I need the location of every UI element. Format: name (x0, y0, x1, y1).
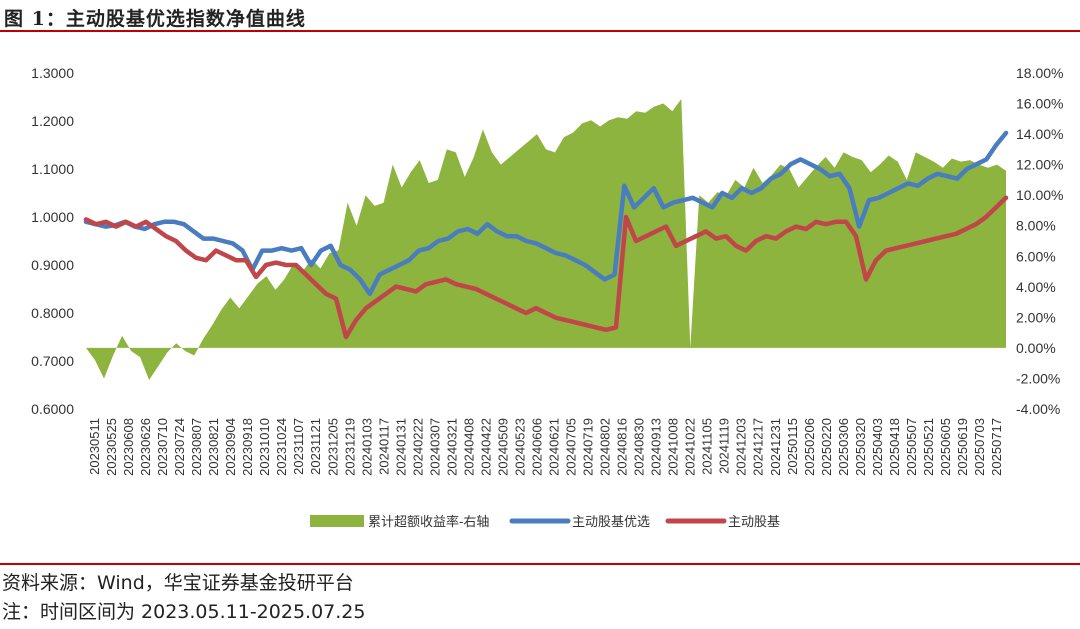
x-tick-label: 20250403 (870, 418, 885, 476)
x-tick-label: 20250619 (955, 418, 970, 476)
line-series-layer (83, 130, 1009, 340)
x-tick-label: 20230821 (206, 418, 221, 476)
legend-label: 主动股基 (728, 514, 780, 529)
x-tick-label: 20241231 (768, 418, 783, 476)
x-tick-label: 20240719 (581, 418, 596, 476)
x-tick-label: 20250320 (853, 418, 868, 476)
x-tick-label: 20240830 (632, 418, 647, 476)
right-tick-label: 4.00% (1016, 279, 1056, 295)
legend-label: 累计超额收益率-右轴 (368, 514, 489, 529)
left-tick-label: 0.8000 (31, 305, 74, 321)
excess-return-area (86, 99, 1006, 380)
x-tick-label: 20241105 (700, 418, 715, 475)
figure-title: 图 1：主动股基优选指数净值曲线 (4, 8, 306, 30)
x-tick-label: 20241008 (666, 418, 681, 476)
x-tick-label: 20241203 (734, 418, 749, 476)
x-tick-label: 20250306 (836, 418, 851, 476)
x-tick-label: 20250717 (989, 418, 1004, 476)
x-tick-label: 20250703 (972, 418, 987, 476)
right-tick-label: 8.00% (1016, 218, 1056, 234)
x-tick-label: 20240621 (547, 418, 562, 476)
source-note: 资料来源：Wind，华宝证券基金投研平台 (2, 572, 354, 594)
left-axis-ticks: 0.6000 0.7000 0.8000 0.9000 1.0000 1.1000 1.20… (31, 65, 74, 417)
x-tick-label: 20240408 (461, 418, 476, 476)
right-tick-label: 0.00% (1016, 340, 1056, 356)
x-tick-label: 20240422 (478, 418, 493, 476)
x-tick-label: 20240222 (410, 418, 425, 476)
x-tick-label: 20250220 (819, 418, 834, 476)
left-tick-label: 0.6000 (31, 401, 74, 417)
x-tick-label: 20230807 (189, 418, 204, 476)
right-tick-label: 10.00% (1016, 187, 1063, 203)
x-tick-label: 20230904 (223, 418, 238, 476)
x-tick-label: 20240913 (649, 418, 664, 476)
title-rule (0, 30, 1080, 32)
base-index-line (83, 195, 1009, 340)
x-tick-label: 20250115 (785, 418, 800, 475)
x-tick-label: 20231010 (257, 418, 272, 476)
x-tick-label: 20241217 (751, 418, 766, 476)
x-tick-label: 20231205 (325, 418, 340, 476)
date-range-note: 注：时间区间为 2023.05.11-2025.07.25 (2, 601, 366, 623)
x-tick-label: 20230525 (104, 418, 119, 476)
x-tick-label: 20231024 (274, 418, 289, 476)
right-tick-label: 18.00% (1016, 65, 1063, 81)
x-tick-label: 20240816 (615, 418, 630, 476)
x-tick-label: 20240131 (393, 418, 408, 476)
legend-swatch-excess (310, 515, 364, 527)
x-tick-label: 20231121 (308, 418, 323, 475)
left-tick-label: 1.2000 (31, 113, 74, 129)
x-tick-label: 20240606 (530, 418, 545, 476)
x-tick-label: 20240307 (427, 418, 442, 476)
x-tick-label: 20241119 (717, 418, 732, 474)
right-tick-label: 2.00% (1016, 309, 1056, 325)
x-tick-label: 20230626 (138, 418, 153, 476)
x-tick-label: 20241022 (683, 418, 698, 476)
x-tick-label: 20250605 (938, 418, 953, 476)
x-tick-label: 20231219 (342, 418, 357, 476)
legend: 累计超额收益率-右轴 主动股基优选 主动股基 (310, 514, 780, 529)
x-tick-label: 20240321 (444, 418, 459, 476)
legend-label: 主动股基优选 (572, 514, 650, 529)
chart: 0.6000 0.7000 0.8000 0.9000 1.0000 1.1000 1.20… (31, 65, 1063, 529)
left-tick-label: 1.3000 (31, 65, 74, 81)
left-tick-label: 0.7000 (31, 353, 74, 369)
x-tick-label: 20250206 (802, 418, 817, 476)
right-tick-label: -4.00% (1016, 401, 1060, 417)
right-tick-label: -2.00% (1016, 370, 1060, 386)
x-tick-label: 20230918 (240, 418, 255, 476)
right-axis-ticks: -4.00% -2.00% 0.00% 2.00% 4.00% 6.00% 8.00% 10.… (1016, 65, 1063, 417)
left-tick-label: 1.1000 (31, 161, 74, 177)
excess-area-layer (86, 99, 1006, 380)
x-tick-label: 20230724 (172, 418, 187, 476)
x-axis-ticks: 20230511 20230525 20230608 20230626 20230710… (87, 418, 1004, 476)
x-tick-label: 20231107 (291, 418, 306, 475)
x-tick-label: 20250418 (887, 418, 902, 476)
x-tick-label: 20240802 (598, 418, 613, 476)
x-tick-label: 20230511 (87, 418, 102, 475)
right-tick-label: 12.00% (1016, 157, 1063, 173)
x-tick-label: 20230608 (121, 418, 136, 476)
footer-rule (0, 563, 1080, 565)
x-tick-label: 20240117 (376, 418, 391, 475)
left-tick-label: 0.9000 (31, 257, 74, 273)
right-tick-label: 14.00% (1016, 126, 1063, 142)
x-tick-label: 20240705 (564, 418, 579, 476)
x-tick-label: 20240509 (496, 418, 511, 476)
x-tick-label: 20240523 (513, 418, 528, 476)
right-tick-label: 6.00% (1016, 248, 1056, 264)
right-tick-label: 16.00% (1016, 96, 1063, 112)
select-index-line (83, 130, 1009, 297)
x-tick-label: 20240103 (359, 418, 374, 476)
left-tick-label: 1.0000 (31, 209, 74, 225)
x-tick-label: 20250507 (904, 418, 919, 476)
x-tick-label: 20250521 (921, 418, 936, 476)
x-tick-label: 20230710 (155, 418, 170, 476)
